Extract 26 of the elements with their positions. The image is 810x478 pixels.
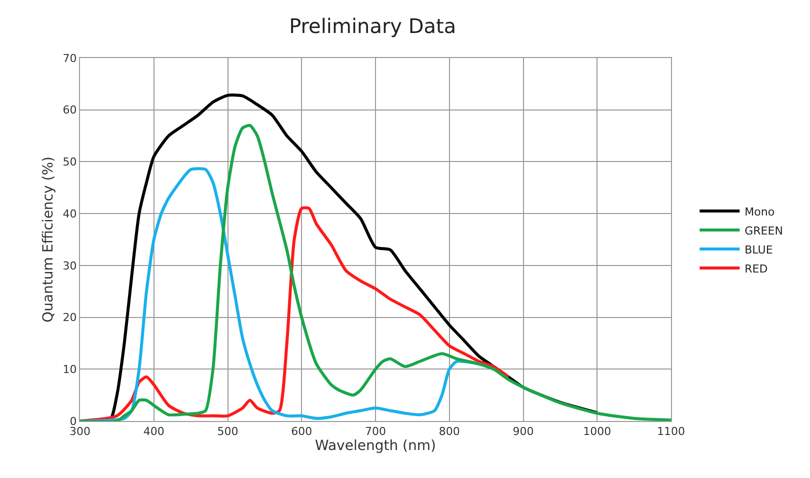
x-tick-label: 1000 xyxy=(583,425,612,438)
chart-title: Preliminary Data xyxy=(289,14,456,38)
x-tick-label: 800 xyxy=(438,425,460,438)
y-axis-title: Quantum Efficiency (%) xyxy=(40,156,56,322)
y-tick-label: 20 xyxy=(62,311,77,324)
y-tick-label: 60 xyxy=(62,104,77,117)
legend-label: GREEN xyxy=(744,224,783,238)
legend-label: Mono xyxy=(744,205,775,218)
y-tick-label: 70 xyxy=(62,52,77,65)
y-tick-label: 30 xyxy=(62,259,77,272)
line-series xyxy=(80,124,671,421)
y-tick-label: 50 xyxy=(62,156,77,169)
line-series xyxy=(80,206,510,421)
legend-label: BLUE xyxy=(744,243,773,256)
y-tick-label: 0 xyxy=(70,414,77,428)
y-tick-label: 10 xyxy=(62,362,77,376)
legend-label: RED xyxy=(744,262,768,276)
x-tick-label: 600 xyxy=(291,425,312,438)
x-tick-label: 400 xyxy=(143,425,164,438)
x-tick-label: 1100 xyxy=(657,425,685,438)
x-tick-label: 500 xyxy=(217,425,238,438)
y-tick-label: 40 xyxy=(62,207,77,220)
x-tick-label: 300 xyxy=(70,425,90,438)
x-axis-title: Wavelength (nm) xyxy=(315,438,436,454)
x-tick-label: 900 xyxy=(512,425,534,438)
x-tick-label: 700 xyxy=(365,425,386,438)
